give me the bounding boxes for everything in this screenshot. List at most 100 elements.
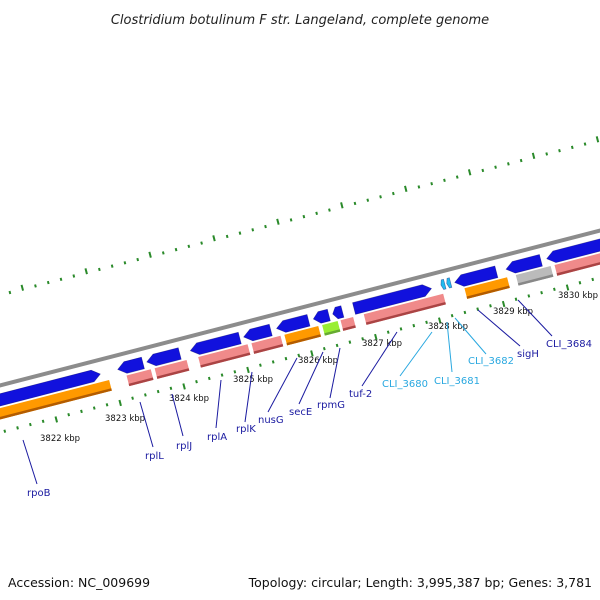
tick-mark [366,198,370,202]
tick-mark [276,218,280,225]
tick-mark [131,396,134,400]
gene-label: sigH [517,349,539,360]
tick-mark [225,234,229,239]
tick-mark [467,169,472,176]
tick-mark [123,261,127,265]
tick-mark [417,185,421,189]
gene-track-grey [515,266,554,286]
tick-mark [481,168,485,173]
tick-mark [84,268,88,275]
tick-mark [340,202,344,209]
gene-label: CLI_3680 [382,379,428,390]
tick-mark [322,347,326,351]
tick-mark [20,284,25,291]
cds-arrow [189,331,242,355]
tick-mark [455,175,459,179]
tick-mark [386,330,390,334]
tick-mark [438,317,442,324]
cds-arrow [352,284,432,315]
cds-arrow [454,265,499,287]
tick-mark [412,323,416,328]
genome-summary-text: Topology: circular; Length: 3,995,387 bp… [248,575,592,590]
tick-mark [144,393,147,397]
genome-backbone [0,228,600,388]
tick-mark [404,185,408,192]
tick-mark [92,406,96,410]
tick-mark [310,350,314,357]
tick-mark [182,383,186,390]
kbp-label: 3825 kbp [233,375,273,385]
kbp-labels: 3822 kbp 3823 kbp 3824 kbp 3825 kbp 3826… [40,291,598,444]
gene-label: rpoB [27,488,51,499]
tick-mark [212,235,216,242]
gene-track [340,317,356,331]
tick-mark [545,152,549,156]
tick-mark [8,290,12,295]
tick-mark [187,244,191,249]
tick-mark [519,158,523,163]
tick-mark [136,257,140,262]
cds-arrow [276,314,311,333]
tick-mark [591,277,595,282]
tick-mark [353,201,357,206]
tick-mark [463,310,467,315]
gene-label: tuf-2 [349,389,372,400]
tick-mark [174,247,178,252]
tick-mark [374,333,378,341]
kbp-label: 3824 kbp [169,394,209,404]
map-title: Clostridium botulinum F str. Langeland, … [111,13,489,28]
tick-mark [315,211,318,216]
tick-mark [514,297,518,301]
tick-mark [570,145,574,150]
gene-track-orange [284,326,321,346]
tick-mark [443,178,446,183]
gene-track-orange [464,277,510,299]
tick-mark [578,281,582,285]
tick-mark [34,284,37,288]
gene-track [251,335,284,354]
tick-mark [105,403,109,407]
cds-arrow [312,308,331,324]
tick-mark [200,241,203,245]
tick-mark [583,142,587,146]
tick-mark [259,363,262,367]
gene-label: secE [289,407,312,418]
cds-arrow [546,235,600,263]
tick-mark [16,426,19,430]
tick-mark [110,264,114,268]
gene-label: CLI_3681 [434,376,480,387]
tick-mark [238,231,242,235]
kbp-label: 3826 kbp [298,356,338,366]
tick-mark [553,287,556,292]
cds-arrow-light [446,277,453,289]
gene-track-orange [0,379,112,423]
feature-tracks [0,235,600,423]
cds-arrow [243,323,273,342]
tick-mark [391,191,395,196]
tick-mark [246,366,250,374]
cds-arrow [332,305,345,320]
tick-mark [558,148,561,153]
tick-mark [54,416,59,423]
tick-mark [207,376,211,381]
tick-mark [399,327,403,331]
gene-label: rplJ [176,441,192,452]
tick-mark [527,294,531,298]
tick-mark [169,386,173,390]
tick-mark [72,274,76,278]
tick-mark [379,195,382,199]
gene-label: rplL [145,451,164,462]
kbp-label: 3827 kbp [362,339,402,349]
tick-mark [46,280,50,285]
tick-mark [501,300,506,308]
gene-label: rpmG [317,400,345,411]
gene-track [363,293,446,325]
cds-arrow [505,254,543,274]
accession-text: Accession: NC_009699 [8,575,150,590]
cds-arrow-light [440,278,447,290]
tick-mark [595,136,600,143]
tick-mark [531,152,536,159]
tick-mark [3,429,7,433]
tick-mark [251,228,255,232]
gene-track [554,252,600,276]
